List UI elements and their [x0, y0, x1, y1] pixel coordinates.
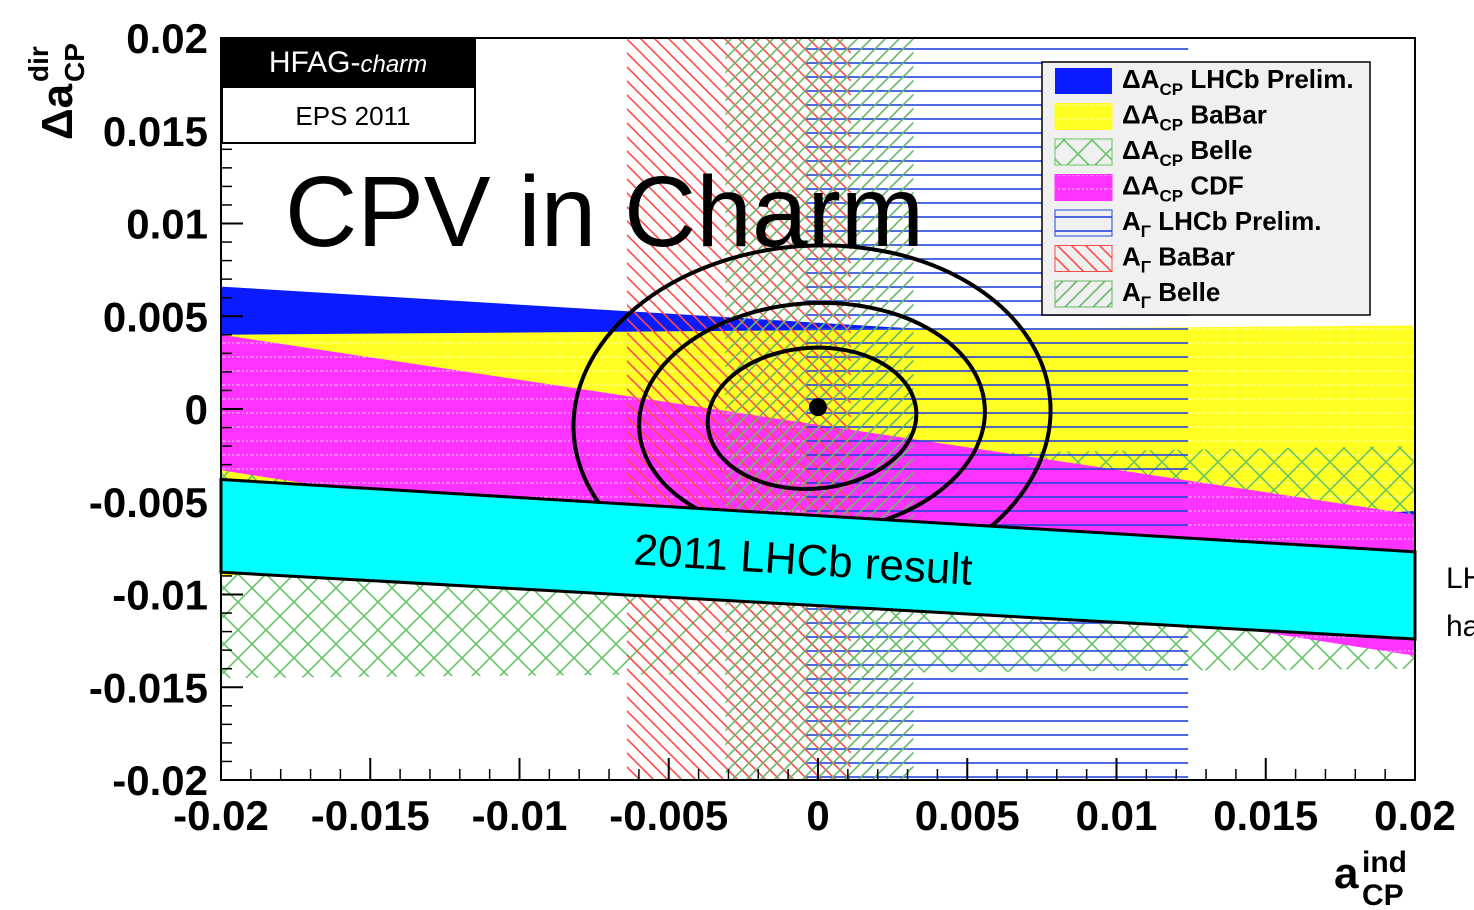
x-tick-label: 0.005 — [915, 792, 1020, 839]
x-tick-label: 0.02 — [1374, 792, 1456, 839]
banner-title-italic: charm — [360, 51, 427, 78]
banner-subtitle: EPS 2011 — [295, 101, 410, 131]
x-label-sup: ind — [1362, 846, 1407, 879]
side-text: ha — [1446, 610, 1474, 643]
side-text: LH — [1446, 562, 1474, 595]
legend-label: AΓ Belle — [1122, 277, 1220, 312]
x-tick-label: -0.005 — [609, 792, 728, 839]
y-label-sub: CP — [59, 43, 90, 82]
result-band — [219, 477, 1417, 641]
y-tick-label: -0.015 — [89, 664, 208, 711]
y-tick-label: -0.01 — [112, 572, 208, 619]
x-axis-label: a ind CP — [1334, 846, 1407, 910]
x-label-sub: CP — [1362, 879, 1404, 910]
contour — [705, 345, 919, 491]
legend-label: ΔACP Belle — [1122, 135, 1252, 170]
y-tick-label: -0.02 — [112, 757, 208, 804]
x-tick-label: -0.01 — [472, 792, 568, 839]
legend-label: AΓ LHCb Prelim. — [1122, 206, 1321, 241]
legend-label: ΔACP LHCb Prelim. — [1122, 64, 1354, 99]
x-label-base: a — [1334, 849, 1359, 898]
banner-head — [222, 38, 475, 88]
plot-area — [221, 38, 1415, 780]
y-tick-label: 0.015 — [103, 108, 208, 155]
x-tick-label: 0 — [806, 792, 829, 839]
y-axis-label: Δa dir CP — [23, 43, 90, 140]
y-tick-label: 0.005 — [103, 293, 208, 340]
legend-label: ΔACP CDF — [1122, 171, 1244, 206]
legend-swatch — [1054, 280, 1113, 308]
legend-swatch — [1054, 103, 1113, 130]
legend-swatch — [1054, 174, 1113, 201]
y-tick-label: 0.02 — [126, 15, 208, 62]
x-tick-label: 0.01 — [1076, 792, 1158, 839]
y-tick-label: 0 — [185, 386, 208, 433]
best-fit-point — [809, 398, 827, 417]
banner-title-main: HFAG- — [269, 46, 361, 79]
y-label-base: Δa — [33, 83, 82, 140]
banner-title: HFAG-charm — [269, 46, 427, 79]
legend-label: ΔACP BaBar — [1122, 100, 1267, 135]
legend-swatch — [1055, 68, 1112, 94]
x-tick-label: -0.02 — [173, 792, 269, 839]
axes: -0.02 -0.015 -0.01 -0.005 0 0.005 0.01 0.015 0.0… — [89, 15, 1456, 839]
legend-swatch — [1054, 209, 1113, 237]
legend-swatch — [1054, 245, 1113, 272]
y-label-sup: dir — [23, 46, 54, 82]
y-tick-label: -0.005 — [89, 479, 208, 526]
overlay-title: CPV in Charm — [285, 156, 924, 268]
banner: HFAG-charm EPS 2011 — [221, 37, 476, 144]
x-tick-label: -0.015 — [311, 792, 430, 839]
legend-swatch — [1054, 138, 1113, 166]
y-tick-label: 0.01 — [126, 201, 208, 248]
x-tick-label: 0.015 — [1213, 792, 1318, 839]
legend-label: AΓ BaBar — [1122, 242, 1235, 277]
